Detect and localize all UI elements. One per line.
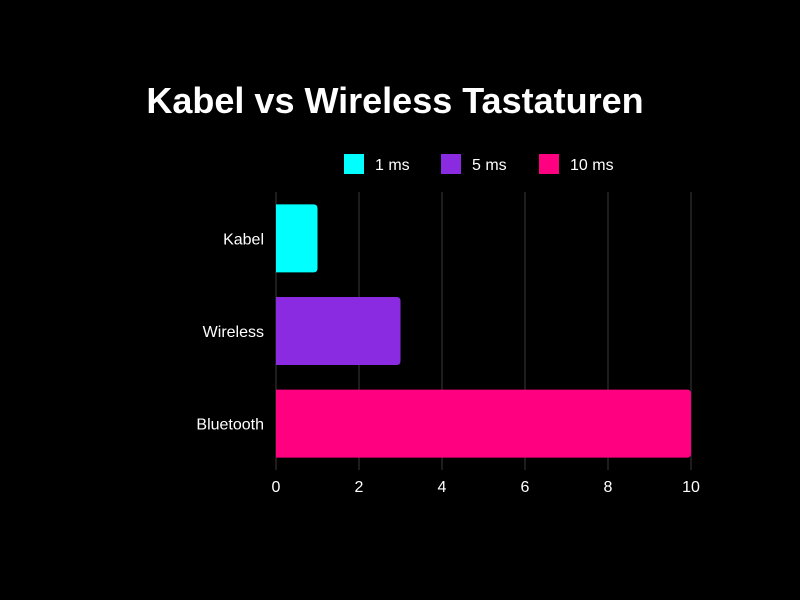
chart-title: Kabel vs Wireless Tastaturen <box>146 80 643 121</box>
legend-label: 10 ms <box>570 157 614 174</box>
legend-label: 5 ms <box>472 157 507 174</box>
category-label: Kabel <box>223 231 264 248</box>
bar-kabel <box>276 204 318 273</box>
x-tick-label: 8 <box>604 479 613 496</box>
category-label: Bluetooth <box>196 417 264 434</box>
bar-bluetooth <box>276 389 691 458</box>
x-tick-label: 0 <box>272 479 281 496</box>
bar-wireless <box>276 297 401 365</box>
legend-swatch <box>344 154 364 174</box>
x-tick-label: 4 <box>438 479 447 496</box>
legend-swatch <box>539 154 559 174</box>
x-tick-label: 2 <box>355 479 364 496</box>
legend: 1 ms 5 ms 10 ms <box>344 154 614 174</box>
category-labels: Kabel Wireless Bluetooth <box>196 231 264 433</box>
x-tick-label: 6 <box>521 479 530 496</box>
bars <box>276 204 691 458</box>
category-label: Wireless <box>203 324 264 341</box>
legend-label: 1 ms <box>375 157 410 174</box>
x-tick-label: 10 <box>682 479 700 496</box>
legend-swatch <box>441 154 461 174</box>
x-tick-labels: 0 2 4 6 8 10 <box>272 479 700 496</box>
